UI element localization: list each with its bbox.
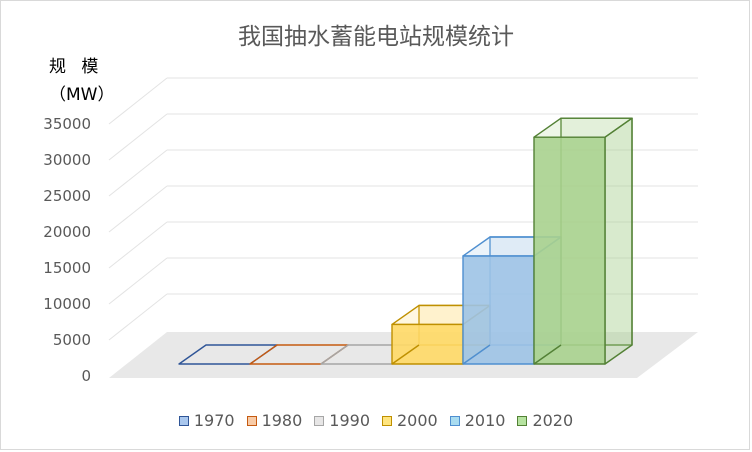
legend: 1970 1980 1990 2000 2010 2020 bbox=[1, 411, 751, 430]
gridline bbox=[108, 185, 168, 233]
bar-front-face bbox=[391, 323, 464, 365]
legend-item-1980: 1980 bbox=[246, 411, 303, 430]
legend-swatch bbox=[314, 415, 325, 426]
gridline bbox=[108, 257, 168, 305]
y-tick-label: 5000 bbox=[53, 331, 91, 349]
y-tick-label: 15000 bbox=[43, 259, 91, 277]
legend-label: 2020 bbox=[532, 411, 574, 430]
y-tick-label: 0 bbox=[81, 367, 91, 385]
gridline bbox=[108, 149, 168, 197]
gridline bbox=[108, 113, 168, 161]
chart-title: 我国抽水蓄能电站规模统计 bbox=[238, 24, 514, 50]
legend-label: 1990 bbox=[329, 411, 370, 430]
bar-front-face bbox=[462, 255, 535, 365]
bar-side-face bbox=[604, 117, 633, 365]
legend-item-2000: 2000 bbox=[382, 411, 438, 430]
legend-swatch bbox=[246, 415, 257, 426]
y-tick-label: 20000 bbox=[43, 223, 91, 241]
bar-2020 bbox=[533, 117, 633, 365]
gridline bbox=[108, 221, 168, 269]
legend-swatch bbox=[449, 415, 460, 426]
gridline bbox=[108, 77, 168, 125]
y-axis-label: 规 模 bbox=[49, 57, 99, 77]
y-tick-label: 25000 bbox=[43, 187, 91, 205]
legend-item-1990: 1990 bbox=[314, 411, 370, 430]
bar-edge bbox=[391, 344, 420, 365]
y-tick-label: 30000 bbox=[43, 151, 91, 169]
legend-label: 2000 bbox=[397, 411, 438, 430]
legend-swatch bbox=[517, 415, 528, 426]
bar-front-face bbox=[533, 136, 606, 365]
legend-item-2010: 2010 bbox=[449, 411, 506, 430]
legend-label: 2010 bbox=[464, 411, 506, 430]
y-axis-unit: （MW） bbox=[49, 85, 115, 105]
legend-label: 1980 bbox=[261, 411, 303, 430]
y-tick-label: 35000 bbox=[43, 115, 91, 133]
legend-item-1970: 1970 bbox=[178, 411, 235, 430]
bar-edge bbox=[533, 344, 562, 365]
legend-swatch bbox=[178, 415, 189, 426]
bar-edge bbox=[462, 344, 491, 365]
gridline bbox=[108, 293, 168, 341]
y-tick-label: 10000 bbox=[43, 295, 91, 313]
legend-swatch bbox=[382, 415, 392, 426]
legend-item-2020: 2020 bbox=[517, 411, 573, 430]
legend-label: 1970 bbox=[193, 411, 235, 430]
